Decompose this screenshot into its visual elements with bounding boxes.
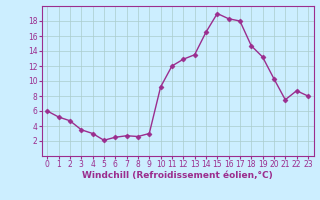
X-axis label: Windchill (Refroidissement éolien,°C): Windchill (Refroidissement éolien,°C) bbox=[82, 171, 273, 180]
